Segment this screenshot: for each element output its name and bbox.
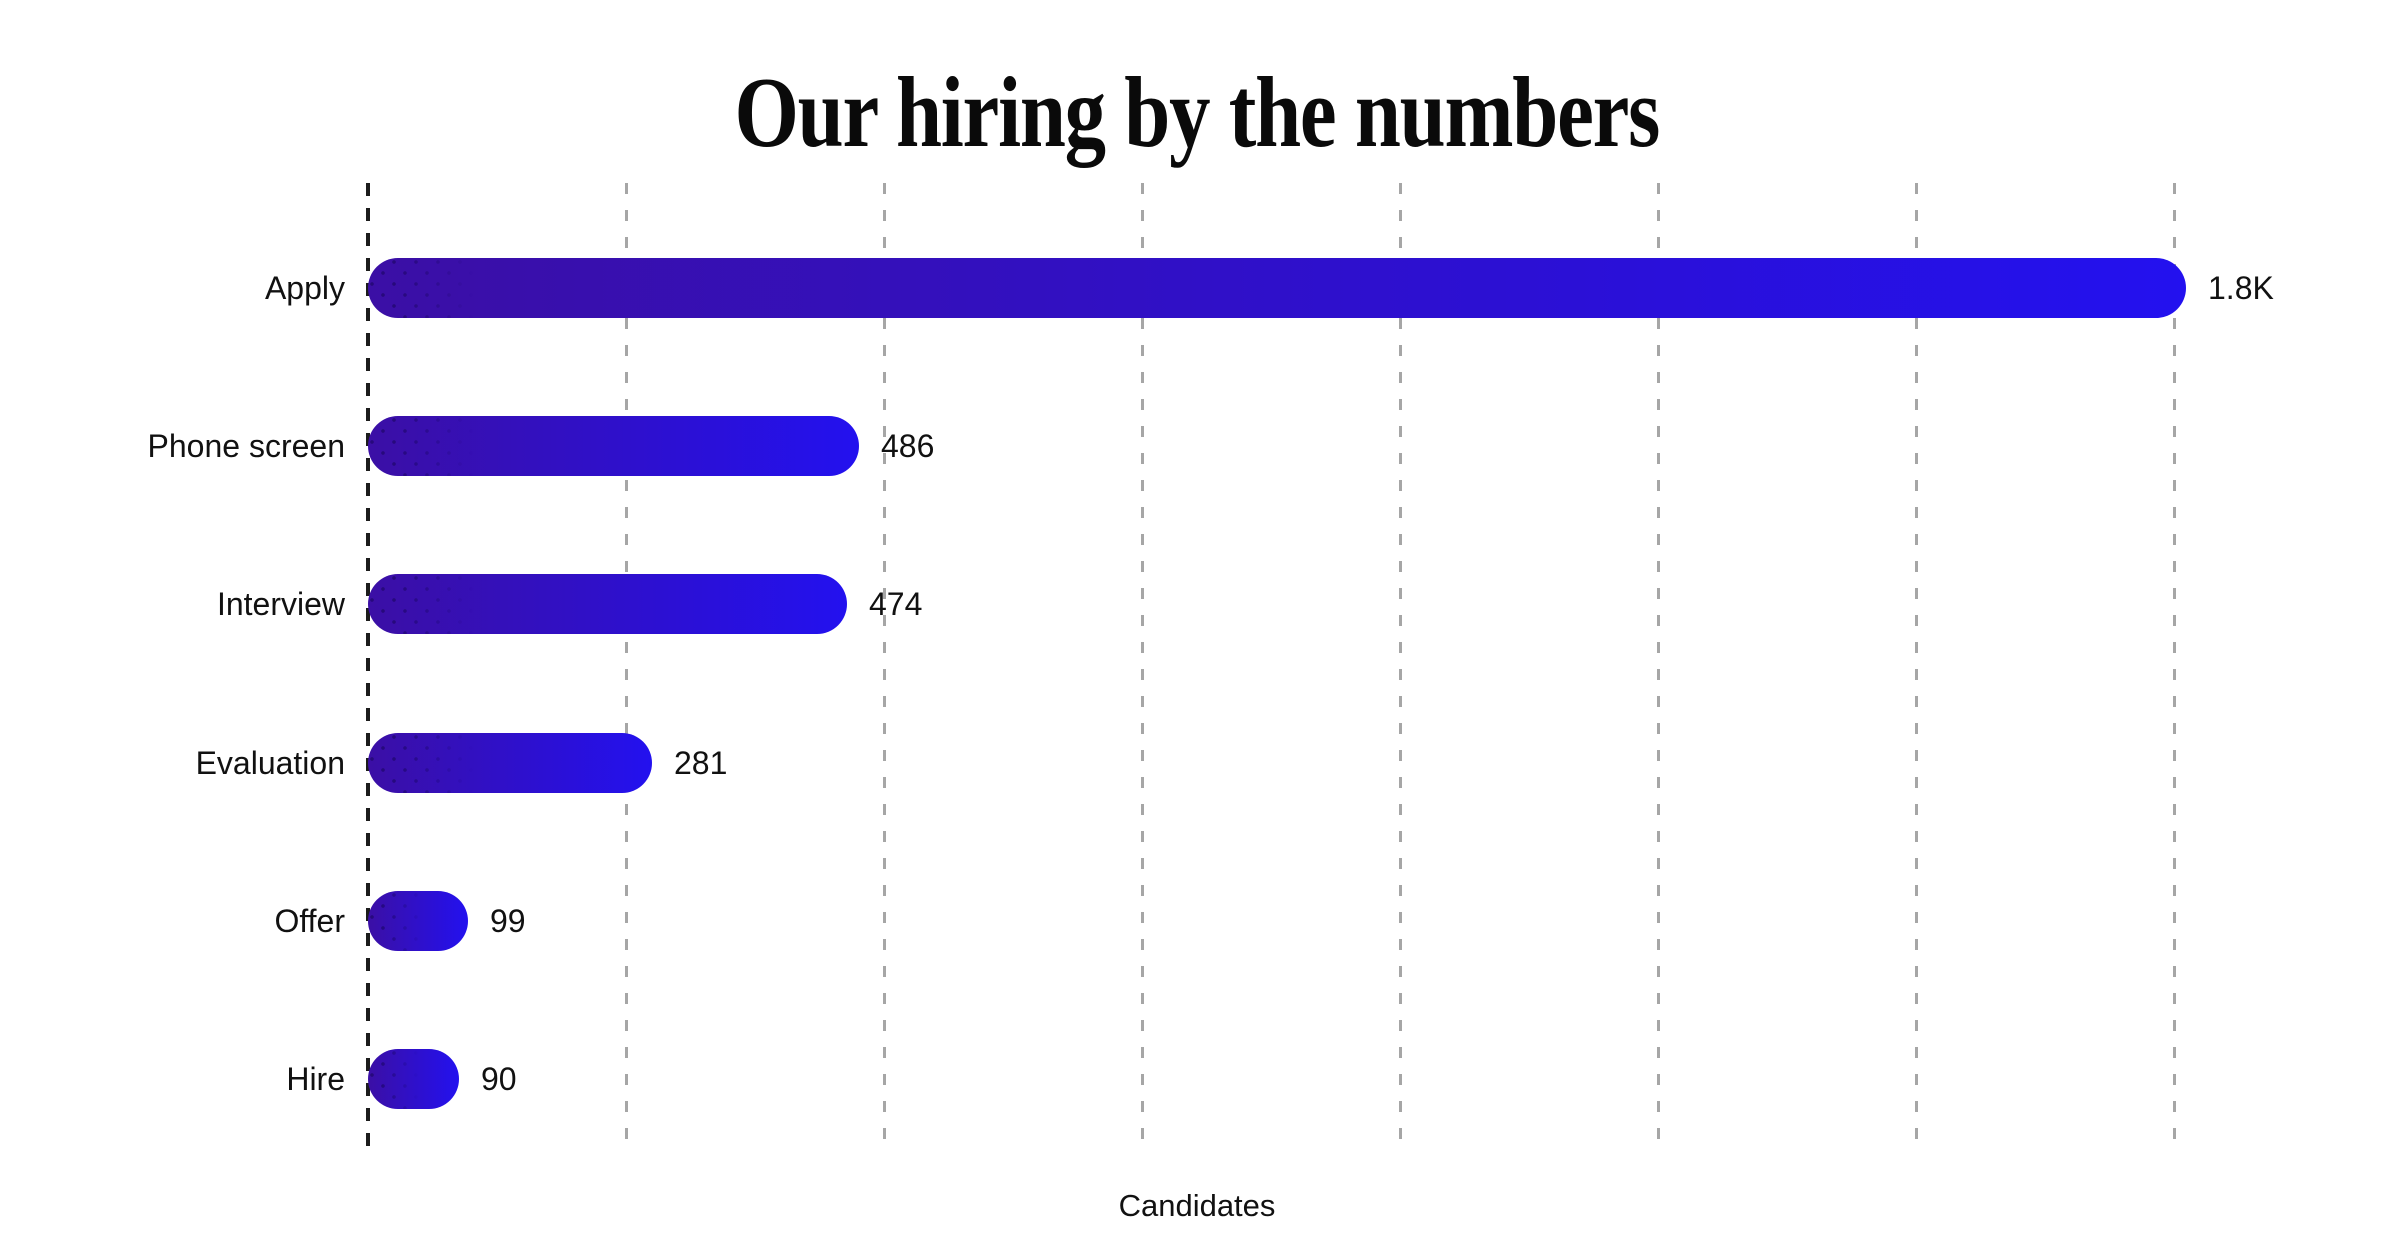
- x-axis-title: Candidates: [1118, 1188, 1276, 1223]
- vertical-gridline: [1398, 183, 1402, 1155]
- bar-offer: [368, 891, 468, 951]
- category-label-hire: Hire: [286, 1061, 345, 1097]
- vertical-gridline: [2172, 183, 2176, 1155]
- bar-evaluation: [368, 733, 652, 793]
- bar-apply: [368, 258, 2186, 318]
- bar-row-phone-screen: Phone screen 486: [0, 416, 2394, 476]
- vertical-gridline: [624, 183, 628, 1155]
- value-label-evaluation: 281: [674, 745, 728, 781]
- chart-title: Our hiring by the numbers: [0, 56, 2394, 168]
- bar-hire: [368, 1049, 459, 1109]
- category-label-offer: Offer: [274, 903, 345, 939]
- bar-phone-screen: [368, 416, 859, 476]
- bar-row-interview: Interview 474: [0, 574, 2394, 634]
- value-label-hire: 90: [481, 1061, 517, 1097]
- category-label-interview: Interview: [216, 586, 345, 622]
- zero-axis-dashed-line: [366, 183, 370, 1155]
- vertical-gridline: [882, 183, 886, 1155]
- bar-row-evaluation: Evaluation 281: [0, 733, 2394, 793]
- value-label-apply: 1.8K: [2208, 270, 2274, 306]
- category-label-apply: Apply: [264, 270, 345, 306]
- bar-interview: [368, 574, 847, 634]
- category-label-phone-screen: Phone screen: [147, 428, 345, 464]
- vertical-gridline: [1140, 183, 1144, 1155]
- vertical-gridline: [1914, 183, 1918, 1155]
- value-label-phone-screen: 486: [881, 428, 935, 464]
- value-label-offer: 99: [490, 903, 526, 939]
- category-label-evaluation: Evaluation: [195, 745, 345, 781]
- value-label-interview: 474: [869, 586, 923, 622]
- bar-row-apply: Apply 1.8K: [0, 258, 2394, 318]
- chart-title-text: Our hiring by the numbers: [734, 56, 1661, 168]
- bar-row-hire: Hire 90: [0, 1049, 2394, 1109]
- bar-row-offer: Offer 99: [0, 891, 2394, 951]
- vertical-gridline: [1656, 183, 1660, 1155]
